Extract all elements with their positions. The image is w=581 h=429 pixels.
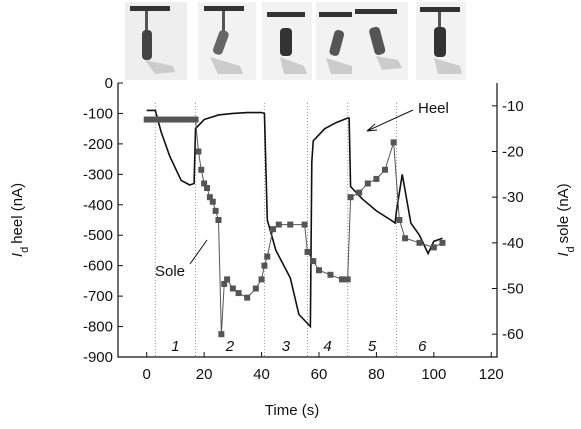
x-tick-label: 0: [143, 366, 151, 383]
sole-marker: [252, 285, 259, 292]
x-tick-label: 40: [253, 366, 270, 383]
sole-marker: [310, 258, 317, 265]
sole-marker: [192, 116, 199, 123]
y-tick-label: -400: [83, 197, 113, 214]
y-tick-label: -200: [83, 136, 113, 153]
x-tick-label: 60: [311, 366, 328, 383]
sole-marker: [270, 226, 277, 233]
y2-tick-label: -10: [502, 98, 524, 115]
y2-tick-label: -20: [502, 144, 524, 161]
robot-pictures: [125, 2, 466, 80]
sole-marker: [390, 139, 397, 146]
phase-label: 5: [368, 338, 377, 355]
y2-label-subscript: d: [565, 246, 577, 252]
x-tick-label: 120: [479, 366, 504, 383]
series-line: [146, 119, 443, 335]
phase-label: 6: [418, 338, 427, 355]
sole-marker: [212, 207, 219, 214]
annotation: Sole: [155, 263, 185, 280]
y2-label-symbol: I: [555, 252, 572, 256]
sole-marker: [382, 166, 389, 173]
sole-marker: [356, 189, 363, 196]
sole-marker: [160, 116, 167, 123]
sole-marker: [229, 285, 236, 292]
sole-marker: [287, 221, 294, 228]
sole-marker: [396, 217, 403, 223]
y2-tick-label: -30: [502, 189, 524, 206]
sole-marker: [261, 262, 268, 269]
sole-marker: [149, 116, 156, 123]
y-label-text: heel (nA): [9, 183, 26, 244]
sole-marker: [439, 239, 446, 246]
x-tick-label: 100: [421, 366, 446, 383]
y2-tick-label: -40: [502, 235, 524, 252]
sole-marker: [364, 180, 371, 187]
x-axis-label: Time (s): [265, 402, 319, 419]
y-label-subscript: d: [19, 247, 31, 253]
sole-marker: [315, 267, 322, 274]
y-tick-label: -500: [83, 227, 113, 244]
y-tick-label: -900: [83, 349, 113, 366]
sole-marker: [166, 116, 173, 123]
sole-marker: [201, 180, 208, 187]
annotation-arrow: [366, 109, 414, 132]
sole-marker: [373, 175, 380, 182]
y-tick-label: -300: [83, 166, 113, 183]
sole-marker: [155, 116, 162, 123]
sole-marker: [430, 244, 437, 251]
y-label-symbol: I: [9, 253, 26, 257]
sole-marker: [338, 276, 345, 283]
y-tick-label: -700: [83, 288, 113, 305]
sole-marker: [347, 194, 354, 201]
x-tick-label: 80: [368, 366, 385, 383]
sole-marker: [416, 239, 423, 246]
sole-marker: [402, 235, 409, 242]
sole-marker: [195, 148, 202, 155]
y2-tick-label: -60: [502, 326, 524, 343]
sole-marker: [218, 331, 225, 338]
y-tick-label: -800: [83, 319, 113, 336]
axis-frame: [117, 83, 498, 358]
sole-marker: [198, 166, 205, 173]
sole-marker: [235, 290, 242, 297]
sole-marker: [244, 294, 251, 301]
y2-label-text: sole (nA): [555, 183, 572, 243]
sole-marker: [178, 116, 185, 123]
sole-marker: [183, 116, 190, 123]
y2-axis-label: Id sole (nA): [555, 183, 577, 256]
sole-marker: [258, 276, 265, 283]
sole-marker: [264, 253, 271, 260]
annotation: Heel: [418, 100, 449, 117]
x-tick-label: 20: [196, 366, 213, 383]
sole-marker: [206, 194, 213, 201]
sole-marker: [275, 221, 282, 228]
phase-label: 3: [282, 338, 291, 355]
sole-marker: [209, 198, 216, 205]
annotation-pointer: [189, 239, 208, 265]
sole-marker: [344, 276, 351, 283]
sole-marker: [172, 116, 179, 123]
y-tick-label: -100: [83, 105, 113, 122]
y2-tick-label: -50: [502, 281, 524, 298]
sole-marker: [301, 221, 308, 228]
sole-marker: [215, 217, 222, 223]
y-axis-label: Id heel (nA): [9, 183, 31, 257]
y-tick-label: 0: [105, 75, 113, 92]
phase-label: 4: [323, 338, 331, 355]
phase-label: 2: [225, 338, 235, 355]
sole-marker: [224, 276, 231, 283]
sole-marker: [143, 116, 150, 123]
phase-label: 1: [171, 338, 179, 355]
y-tick-label: -600: [83, 258, 113, 275]
sole-marker: [221, 280, 228, 287]
sole-marker: [327, 271, 334, 278]
series-line: [146, 109, 443, 329]
sole-marker: [304, 248, 311, 255]
sole-marker: [204, 185, 211, 192]
